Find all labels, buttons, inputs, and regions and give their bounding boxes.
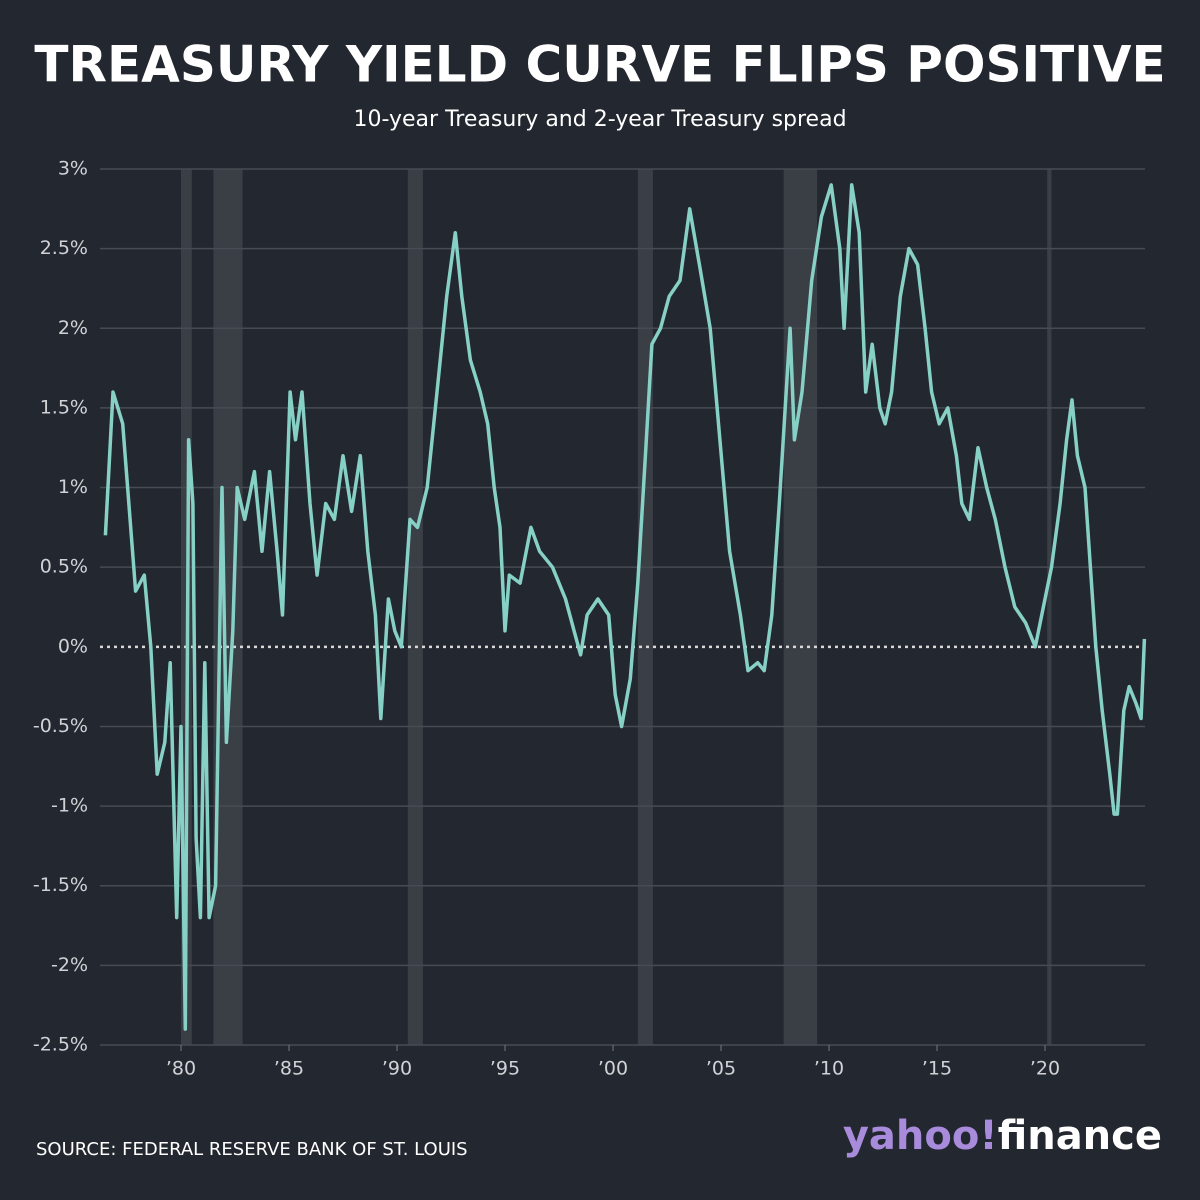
chart-subtitle: 10-year Treasury and 2-year Treasury spr…	[353, 107, 846, 132]
y-tick-label: -2%	[51, 954, 88, 976]
y-tick-label: -0.5%	[33, 715, 88, 737]
recession-band	[407, 169, 423, 1045]
logo-finance: finance	[998, 1113, 1162, 1159]
y-tick-label: 1%	[58, 476, 88, 498]
y-tick-label: -2.5%	[33, 1034, 88, 1056]
y-tick-label: -1.5%	[33, 874, 88, 896]
recession-band	[637, 169, 653, 1045]
source-note: SOURCE: FEDERAL RESERVE BANK OF ST. LOUI…	[36, 1139, 468, 1160]
y-tick-label: 2.5%	[40, 237, 88, 259]
y-tick-label: 0.5%	[40, 556, 88, 578]
x-tick-label: ’80	[166, 1058, 196, 1080]
y-tick-label: 0%	[58, 635, 88, 657]
y-tick-label: 2%	[58, 317, 88, 339]
x-tick-label: ’10	[814, 1058, 844, 1080]
spread-line	[103, 183, 1147, 1031]
recession-band	[213, 169, 243, 1045]
x-tick-label: ’95	[490, 1058, 520, 1080]
x-tick-label: ’15	[922, 1058, 952, 1080]
x-tick-label: ’90	[382, 1058, 412, 1080]
x-tick-label: ’00	[598, 1058, 628, 1080]
x-tick-label: ’85	[274, 1058, 304, 1080]
y-tick-label: -1%	[51, 795, 88, 817]
recession-band	[783, 169, 818, 1045]
y-tick-label: 1.5%	[40, 396, 88, 418]
recession-band	[1047, 169, 1052, 1045]
y-tick-label: 3%	[58, 158, 88, 180]
x-tick-label: ’05	[706, 1058, 736, 1080]
chart-title: TREASURY YIELD CURVE FLIPS POSITIVE	[34, 36, 1165, 94]
logo: yahoo!finance	[843, 1113, 1162, 1159]
x-tick-label: ’20	[1030, 1058, 1060, 1080]
logo-yahoo: yahoo!	[843, 1113, 998, 1159]
